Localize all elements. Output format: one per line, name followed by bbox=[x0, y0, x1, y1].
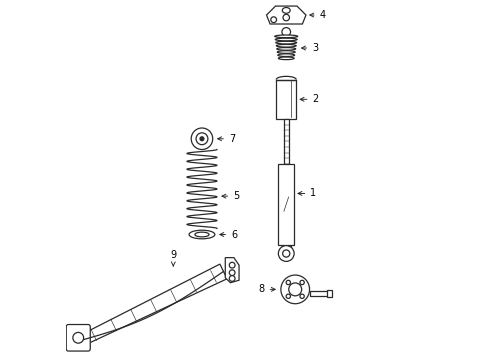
Text: 5: 5 bbox=[222, 191, 240, 201]
Text: 6: 6 bbox=[220, 230, 237, 239]
FancyBboxPatch shape bbox=[66, 324, 90, 351]
Text: 8: 8 bbox=[259, 284, 275, 294]
Text: 1: 1 bbox=[298, 188, 317, 198]
Text: 4: 4 bbox=[310, 10, 326, 20]
Ellipse shape bbox=[277, 51, 295, 53]
Bar bbox=[278, 164, 294, 244]
Circle shape bbox=[289, 283, 302, 296]
Circle shape bbox=[229, 262, 235, 268]
Circle shape bbox=[283, 14, 290, 21]
Circle shape bbox=[191, 128, 213, 149]
Bar bbox=[282, 244, 291, 253]
Polygon shape bbox=[225, 258, 239, 283]
Circle shape bbox=[200, 137, 204, 141]
Circle shape bbox=[271, 17, 276, 23]
Text: 3: 3 bbox=[301, 43, 318, 53]
Polygon shape bbox=[81, 264, 227, 345]
Ellipse shape bbox=[276, 44, 296, 47]
Ellipse shape bbox=[195, 232, 209, 237]
Ellipse shape bbox=[277, 48, 295, 50]
Bar bbox=[327, 290, 332, 297]
Ellipse shape bbox=[275, 38, 297, 41]
Bar bbox=[310, 291, 329, 296]
Circle shape bbox=[229, 276, 235, 282]
Ellipse shape bbox=[189, 230, 215, 239]
Circle shape bbox=[281, 275, 310, 304]
Ellipse shape bbox=[278, 57, 294, 60]
Text: 2: 2 bbox=[300, 94, 318, 104]
Circle shape bbox=[278, 246, 294, 261]
Polygon shape bbox=[267, 6, 306, 24]
Bar bbox=[276, 80, 296, 119]
Circle shape bbox=[283, 250, 290, 257]
Ellipse shape bbox=[276, 41, 296, 44]
Circle shape bbox=[229, 270, 235, 275]
Ellipse shape bbox=[282, 8, 290, 13]
Circle shape bbox=[196, 133, 208, 145]
Circle shape bbox=[73, 332, 84, 343]
Circle shape bbox=[300, 280, 304, 285]
Circle shape bbox=[286, 294, 291, 298]
Text: 7: 7 bbox=[218, 134, 235, 144]
Text: 9: 9 bbox=[170, 250, 176, 266]
Circle shape bbox=[286, 280, 291, 285]
Ellipse shape bbox=[275, 35, 298, 38]
Ellipse shape bbox=[278, 54, 294, 57]
Circle shape bbox=[300, 294, 304, 298]
Circle shape bbox=[282, 28, 291, 36]
Bar bbox=[284, 119, 289, 164]
